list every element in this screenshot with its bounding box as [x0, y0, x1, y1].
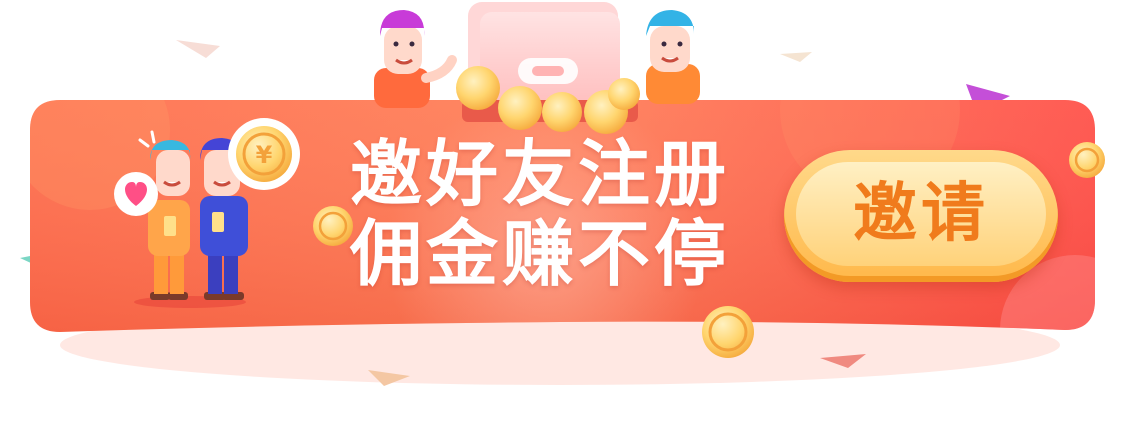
- invite-button[interactable]: 邀请: [784, 150, 1058, 282]
- person-right-icon: [646, 10, 700, 104]
- person-left-icon: [374, 10, 457, 108]
- coin-icon: ¥: [228, 118, 300, 190]
- coin-icon: [313, 206, 353, 246]
- invite-button-face[interactable]: 邀请: [796, 162, 1046, 266]
- heart-icon: [114, 172, 158, 216]
- wallet-icon: [456, 2, 640, 134]
- headline-line-2: 佣金赚不停: [349, 212, 730, 296]
- headline-line-1: 邀好友注册: [349, 132, 730, 216]
- coin-icon: [702, 306, 754, 358]
- coin-icon: [1069, 142, 1105, 178]
- invite-button-label: 邀请: [853, 177, 989, 251]
- svg-text:¥: ¥: [256, 141, 273, 169]
